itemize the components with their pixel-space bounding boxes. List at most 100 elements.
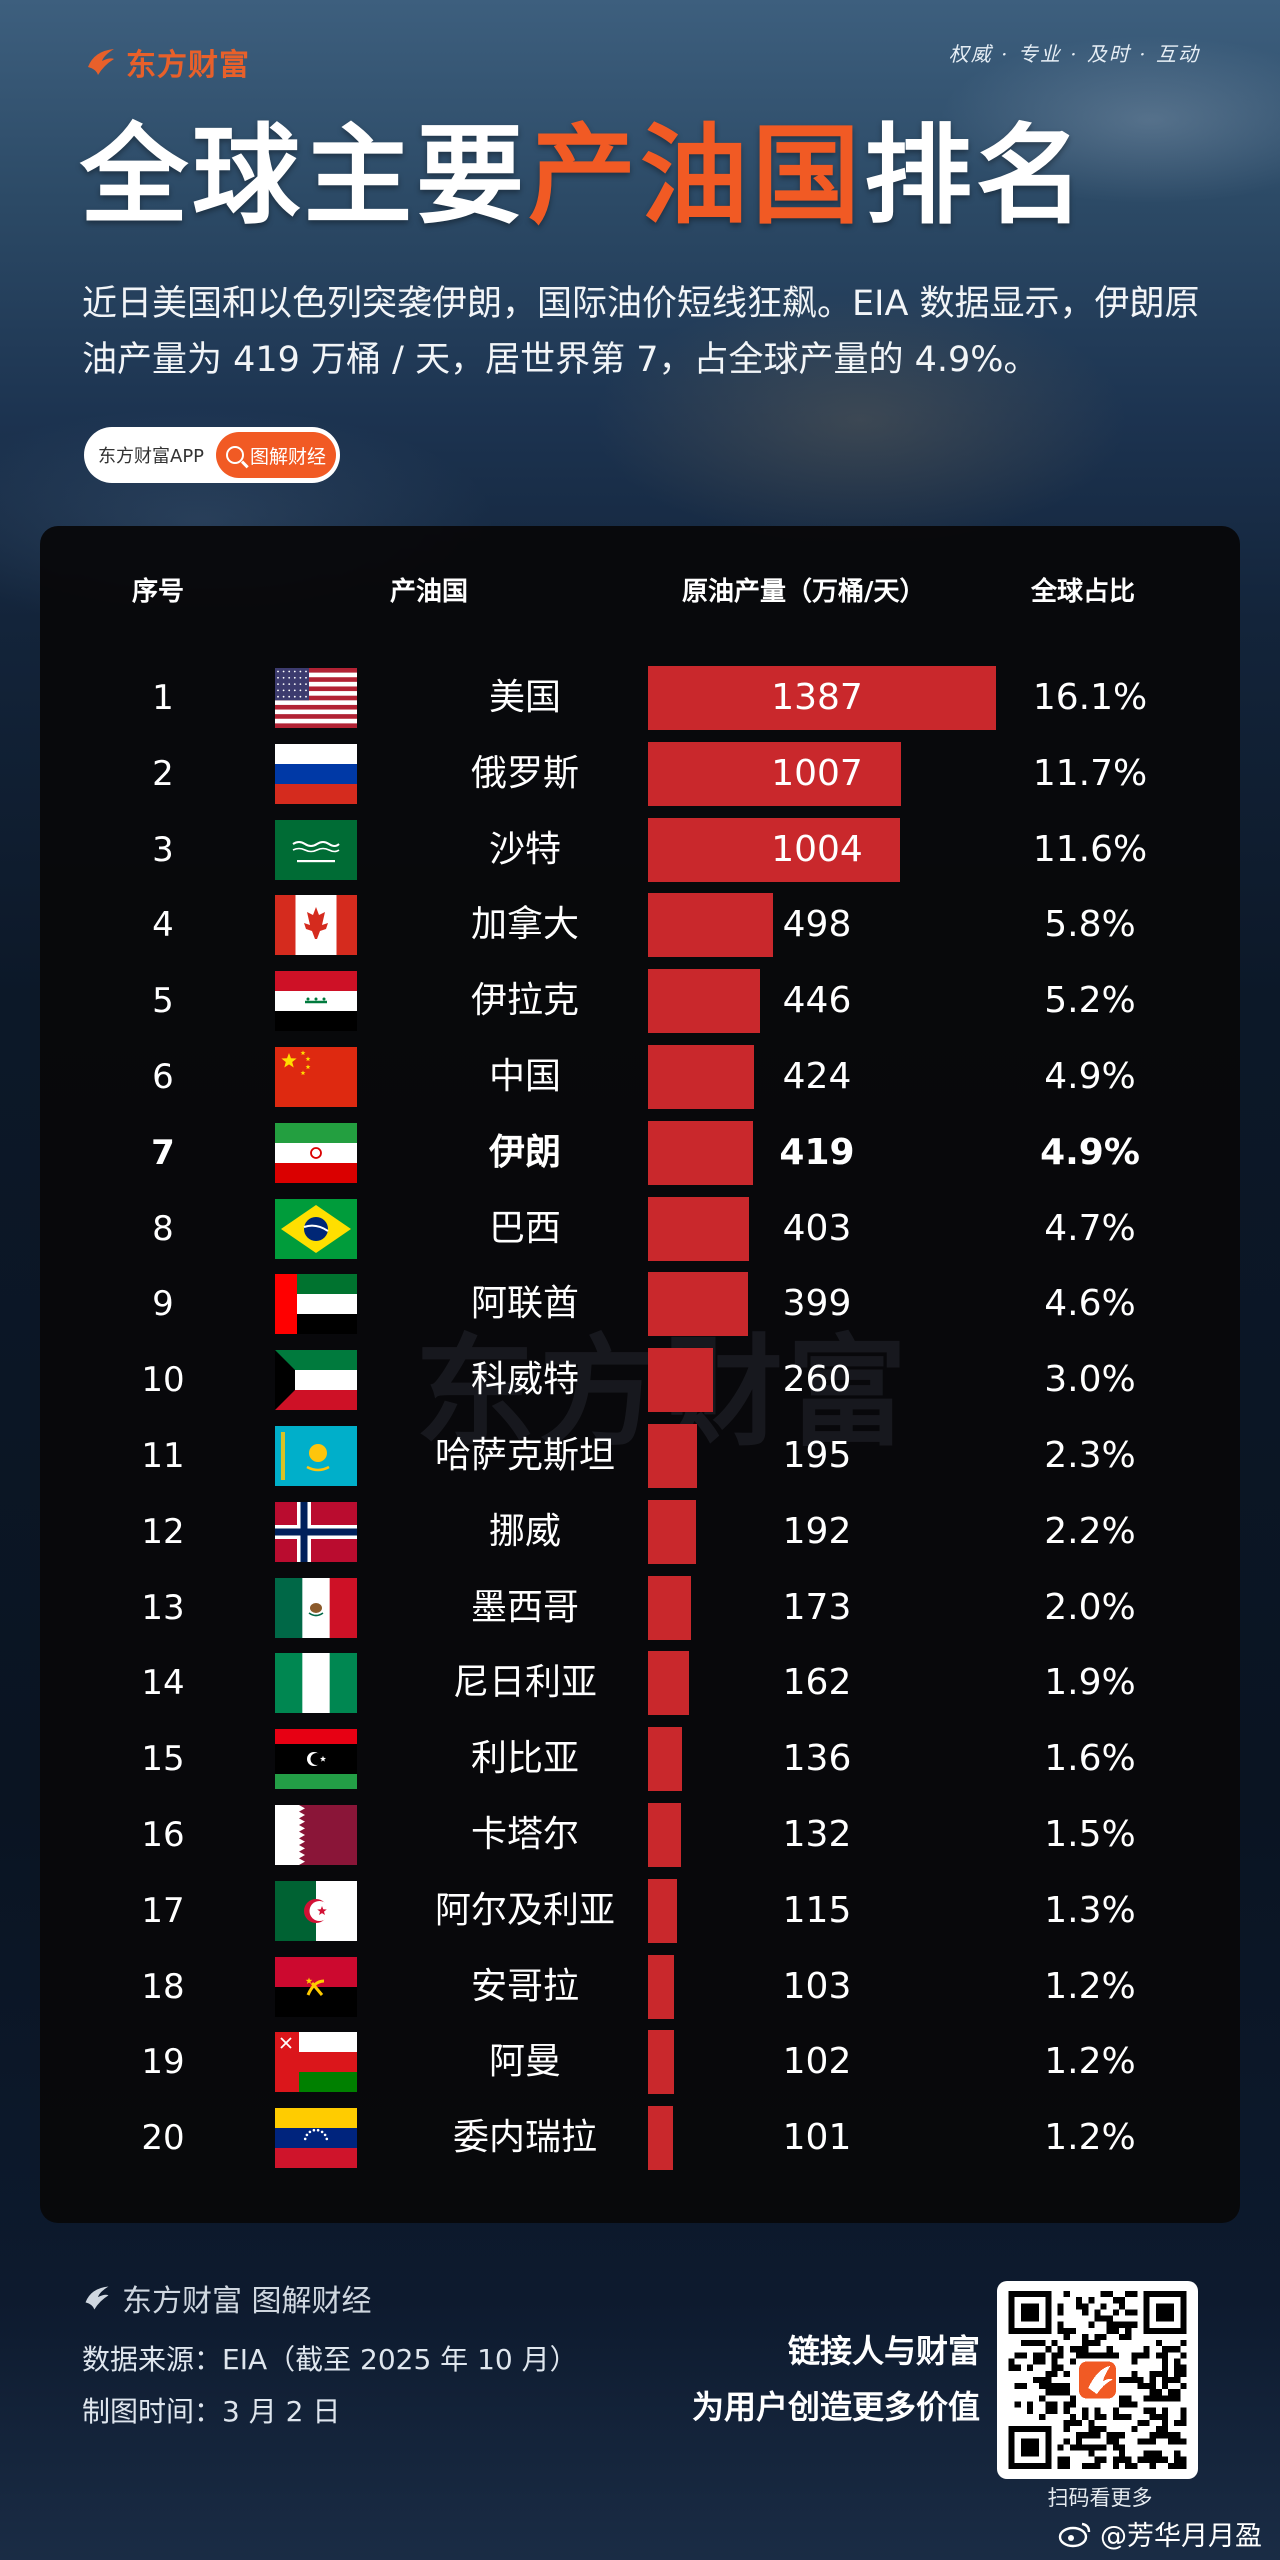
production-bar bbox=[648, 2030, 674, 2095]
table-row: 17 阿尔及利亚 115 1.3% bbox=[0, 1873, 1280, 1949]
country-name: 美国 bbox=[488, 677, 561, 718]
footer-brand: 东方财富 图解财经 bbox=[82, 2276, 578, 2320]
global-share: 4.6% bbox=[1044, 1283, 1136, 1325]
rank-number: 7 bbox=[151, 1132, 175, 1173]
rank-number: 4 bbox=[152, 905, 174, 946]
rank-number: 8 bbox=[152, 1208, 174, 1249]
production-value: 260 bbox=[782, 1359, 852, 1401]
global-share: 16.1% bbox=[1032, 677, 1148, 718]
table-row: 4 加拿大 498 5.8% bbox=[0, 887, 1280, 963]
country-name: 卡塔尔 bbox=[470, 1814, 579, 1855]
global-share: 2.3% bbox=[1044, 1435, 1136, 1476]
production-value: 1004 bbox=[771, 828, 863, 870]
production-bar bbox=[648, 1575, 692, 1640]
rank-number: 20 bbox=[141, 2118, 185, 2159]
production-value: 162 bbox=[782, 1662, 852, 1704]
global-share: 11.7% bbox=[1032, 752, 1148, 794]
table-row: 20 委内瑞拉 101 1.2% bbox=[0, 2100, 1280, 2176]
brand-header: 东方财富 bbox=[84, 40, 250, 84]
global-share: 1.2% bbox=[1044, 2041, 1136, 2083]
rank-number: 16 bbox=[141, 1815, 185, 1855]
table-row: 18 安哥拉 103 1.2% bbox=[0, 1949, 1280, 2025]
global-share: 11.6% bbox=[1032, 828, 1148, 870]
production-value: 1007 bbox=[771, 752, 863, 794]
rank-number: 10 bbox=[141, 1360, 185, 1401]
country-name: 伊拉克 bbox=[470, 980, 579, 1022]
algeria-flag-icon bbox=[275, 1880, 357, 1941]
russia-flag-icon bbox=[275, 743, 357, 804]
country-name: 科威特 bbox=[470, 1359, 579, 1401]
production-bar bbox=[648, 1348, 714, 1413]
global-share: 1.2% bbox=[1044, 1965, 1136, 2007]
rank-number: 11 bbox=[141, 1436, 185, 1476]
rank-number: 14 bbox=[141, 1663, 185, 1704]
qr-code-icon bbox=[1008, 2291, 1187, 2469]
production-bar bbox=[648, 1424, 697, 1488]
canada-flag-icon bbox=[275, 895, 357, 956]
production-bar bbox=[648, 1196, 750, 1261]
production-value: 1387 bbox=[771, 677, 863, 718]
table-row: 8 巴西 403 4.7% bbox=[0, 1191, 1280, 1267]
rank-number: 12 bbox=[141, 1511, 185, 1552]
brazil-flag-icon bbox=[275, 1198, 357, 1259]
production-bar bbox=[648, 1272, 749, 1337]
table-row: 19 阿曼 102 1.2% bbox=[0, 2024, 1280, 2100]
page-subtitle: 近日美国和以色列突袭伊朗，国际油价短线狂飙。EIA 数据显示，伊朗原油产量为 4… bbox=[82, 284, 1200, 380]
global-share: 1.6% bbox=[1044, 1738, 1136, 1780]
production-value: 195 bbox=[782, 1435, 852, 1476]
country-name: 挪威 bbox=[488, 1510, 561, 1552]
angola-flag-icon bbox=[275, 1956, 357, 2017]
global-share: 2.0% bbox=[1044, 1586, 1136, 1628]
country-name: 委内瑞拉 bbox=[452, 2117, 597, 2159]
iran-flag-icon bbox=[275, 1122, 357, 1183]
brand-name: 东方财富 bbox=[126, 48, 250, 83]
table-row: 1 美国 1387 16.1% bbox=[0, 660, 1280, 736]
column-header-share: 全球占比 bbox=[1031, 577, 1136, 607]
rank-number: 5 bbox=[152, 981, 174, 1022]
table-row: 9 阿联酋 399 4.6% bbox=[0, 1266, 1280, 1342]
country-name: 加拿大 bbox=[470, 904, 579, 946]
global-share: 4.9% bbox=[1044, 1056, 1136, 1097]
rank-number: 2 bbox=[152, 753, 174, 794]
country-name: 俄罗斯 bbox=[470, 752, 579, 794]
production-value: 424 bbox=[782, 1056, 852, 1097]
global-share: 2.2% bbox=[1044, 1510, 1136, 1552]
table-row: 13 墨西哥 173 2.0% bbox=[0, 1570, 1280, 1646]
pill-button[interactable]: 图解财经 bbox=[216, 432, 336, 478]
country-name: 阿尔及利亚 bbox=[434, 1889, 615, 1931]
weibo-watermark: @芳华月月盈 bbox=[1058, 2514, 1262, 2553]
mexico-flag-icon bbox=[275, 1577, 357, 1638]
qatar-flag-icon bbox=[275, 1805, 357, 1865]
qr-caption: 扫码看更多 bbox=[1047, 2486, 1153, 2510]
pill-button-label: 图解财经 bbox=[249, 445, 326, 468]
brand-slogan: 权威 · 专业 · 及时 · 互动 bbox=[948, 42, 1200, 66]
qr-code[interactable] bbox=[997, 2281, 1198, 2479]
country-name: 利比亚 bbox=[470, 1738, 579, 1780]
table-row: 15 利比亚 136 1.6% bbox=[0, 1721, 1280, 1797]
app-pill[interactable]: 东方财富APP 图解财经 bbox=[84, 427, 340, 483]
rank-number: 15 bbox=[141, 1739, 185, 1780]
production-value: 102 bbox=[782, 2041, 852, 2083]
weibo-icon bbox=[1058, 2522, 1091, 2547]
global-share: 5.2% bbox=[1044, 980, 1136, 1022]
production-value: 115 bbox=[782, 1889, 852, 1931]
production-value: 192 bbox=[782, 1510, 852, 1552]
country-name: 安哥拉 bbox=[470, 1965, 579, 2007]
production-bar bbox=[648, 893, 773, 958]
table-row: 11 哈萨克斯坦 195 2.3% bbox=[0, 1418, 1280, 1494]
usa-flag-icon bbox=[275, 668, 357, 728]
rank-number: 19 bbox=[141, 2042, 185, 2083]
global-share: 1.5% bbox=[1044, 1814, 1136, 1855]
global-share: 4.7% bbox=[1044, 1207, 1136, 1249]
country-name: 阿曼 bbox=[488, 2041, 561, 2083]
production-bar bbox=[648, 1120, 754, 1185]
title-part2: 排名 bbox=[864, 114, 1089, 239]
production-bar bbox=[648, 741, 901, 806]
title-highlight: 产油国 bbox=[528, 114, 865, 239]
production-bar bbox=[648, 1803, 682, 1867]
production-bar bbox=[648, 1954, 674, 2019]
production-bar bbox=[648, 666, 996, 730]
production-bar bbox=[648, 1045, 755, 1109]
search-icon bbox=[225, 446, 244, 464]
column-header-country: 产油国 bbox=[390, 577, 469, 607]
